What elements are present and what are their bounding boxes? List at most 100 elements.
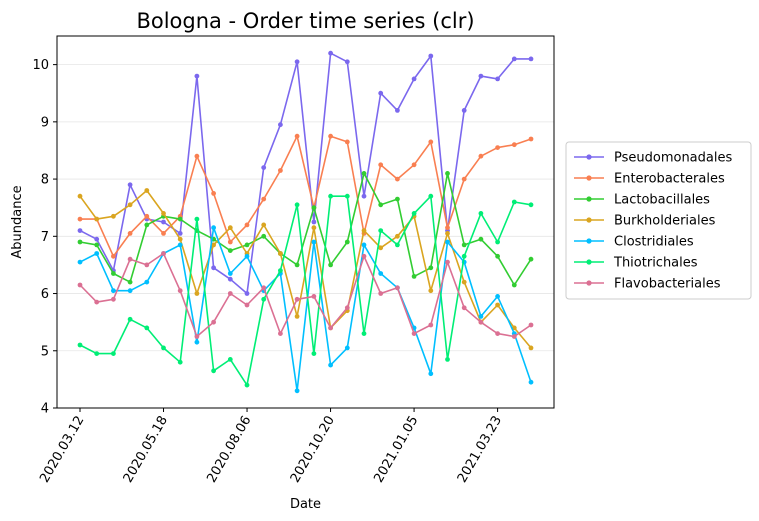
data-point-lactobacillales	[227, 248, 233, 254]
data-point-pseudomonadales	[411, 76, 417, 82]
series-lines	[77, 50, 534, 394]
data-point-lactobacillales	[445, 171, 450, 176]
series-line-burkholderiales	[79, 189, 532, 349]
data-point-pseudomonadales	[261, 165, 267, 171]
data-point-clostridiales	[528, 379, 534, 385]
y-tick-label: 4	[41, 402, 49, 417]
y-tick-label: 10	[32, 58, 49, 73]
data-point-enterobacterales	[211, 191, 217, 196]
legend-marker	[586, 217, 592, 223]
data-point-enterobacterales	[495, 145, 500, 151]
chart-title: Bologna - Order time series (clr)	[136, 9, 474, 33]
data-point-lactobacillales	[378, 202, 384, 208]
legend-item-burkholderiales: Burkholderiales	[574, 214, 716, 229]
data-point-pseudomonadales	[378, 90, 384, 96]
data-point-clostridiales	[378, 271, 384, 276]
legend-marker	[586, 154, 592, 160]
data-point-burkholderiales	[127, 202, 133, 208]
data-point-flavobacteriales	[378, 291, 384, 296]
data-point-clostridiales	[144, 279, 150, 285]
data-point-lactobacillales	[461, 242, 467, 248]
legend-item-thiotrichales: Thiotrichales	[574, 256, 698, 271]
data-point-flavobacteriales	[177, 288, 183, 294]
data-point-enterobacterales	[378, 162, 384, 168]
data-point-enterobacterales	[227, 239, 233, 245]
data-point-flavobacteriales	[194, 334, 200, 339]
data-point-burkholderiales	[361, 228, 367, 234]
data-point-burkholderiales	[461, 279, 467, 285]
data-point-thiotrichales	[528, 202, 534, 208]
data-point-pseudomonadales	[161, 219, 166, 225]
data-point-flavobacteriales	[227, 291, 233, 296]
data-point-thiotrichales	[495, 239, 500, 245]
data-point-lactobacillales	[261, 233, 267, 239]
legend-label: Enterobacterales	[614, 172, 725, 187]
data-point-burkholderiales	[395, 233, 400, 239]
data-point-thiotrichales	[445, 357, 450, 362]
data-point-pseudomonadales	[294, 59, 300, 65]
y-tick-label: 8	[41, 173, 49, 188]
data-point-enterobacterales	[294, 133, 300, 139]
legend-box	[565, 141, 752, 300]
y-tick-label: 9	[41, 115, 49, 130]
series-line-clostridiales	[79, 226, 532, 392]
data-point-thiotrichales	[328, 193, 333, 199]
data-point-burkholderiales	[261, 222, 267, 228]
data-point-pseudomonadales	[194, 73, 200, 79]
data-point-burkholderiales	[194, 291, 200, 296]
data-point-flavobacteriales	[261, 285, 267, 291]
legend-label: Burkholderiales	[614, 214, 716, 229]
data-point-lactobacillales	[395, 196, 400, 202]
data-point-lactobacillales	[495, 253, 500, 259]
data-point-pseudomonadales	[495, 76, 500, 82]
data-point-burkholderiales	[177, 236, 183, 242]
data-point-burkholderiales	[111, 213, 116, 219]
data-point-flavobacteriales	[311, 294, 317, 299]
legend-marker	[586, 259, 592, 265]
data-point-lactobacillales	[344, 239, 350, 245]
data-point-thiotrichales	[177, 359, 183, 365]
data-point-enterobacterales	[144, 213, 150, 219]
data-point-burkholderiales	[528, 345, 534, 351]
data-point-flavobacteriales	[361, 253, 367, 259]
data-point-thiotrichales	[194, 216, 200, 222]
legend-label: Flavobacteriales	[614, 277, 721, 292]
data-point-clostridiales	[294, 388, 300, 394]
y-axis: 4 5 6 7 8 9 10	[32, 58, 57, 417]
data-point-enterobacterales	[244, 222, 250, 228]
data-point-thiotrichales	[127, 316, 133, 322]
data-point-flavobacteriales	[211, 319, 217, 325]
data-point-clostridiales	[194, 339, 200, 345]
data-point-flavobacteriales	[511, 334, 517, 339]
data-point-enterobacterales	[428, 139, 434, 145]
legend-label: Clostridiales	[614, 235, 694, 250]
series-line-thiotrichales	[79, 195, 532, 386]
data-point-lactobacillales	[311, 205, 317, 211]
data-point-lactobacillales	[127, 279, 133, 285]
data-point-burkholderiales	[378, 245, 384, 251]
data-point-pseudomonadales	[361, 193, 367, 199]
data-point-pseudomonadales	[278, 122, 283, 128]
data-point-clostridiales	[445, 239, 450, 245]
data-point-lactobacillales	[294, 262, 300, 268]
data-point-enterobacterales	[445, 225, 450, 231]
data-point-clostridiales	[478, 314, 484, 319]
data-point-pseudomonadales	[428, 53, 434, 59]
data-point-burkholderiales	[94, 216, 100, 222]
data-point-lactobacillales	[328, 262, 333, 268]
data-point-flavobacteriales	[528, 322, 534, 328]
data-point-burkholderiales	[445, 231, 450, 236]
data-point-thiotrichales	[278, 268, 283, 273]
data-point-pseudomonadales	[528, 56, 534, 62]
data-point-thiotrichales	[411, 211, 417, 216]
data-point-flavobacteriales	[428, 322, 434, 328]
data-point-clostridiales	[328, 362, 333, 368]
data-point-flavobacteriales	[344, 305, 350, 311]
data-point-thiotrichales	[244, 382, 250, 388]
legend-item-clostridiales: Clostridiales	[574, 235, 694, 250]
data-point-lactobacillales	[411, 274, 417, 279]
data-point-lactobacillales	[478, 236, 484, 242]
legend-marker	[586, 196, 592, 202]
data-point-flavobacteriales	[244, 302, 250, 308]
data-point-lactobacillales	[511, 282, 517, 288]
